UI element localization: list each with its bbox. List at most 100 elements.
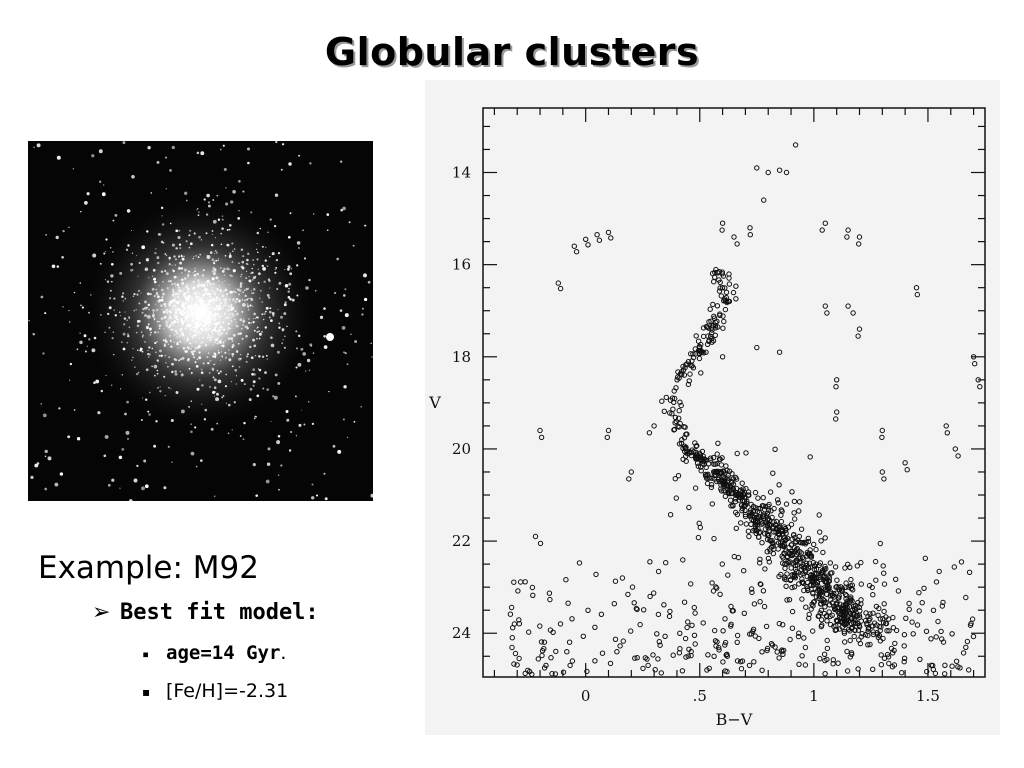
data-point	[701, 456, 707, 462]
data-point	[697, 524, 703, 531]
cluster-star	[229, 327, 231, 329]
data-point	[711, 535, 717, 542]
data-point	[883, 620, 889, 627]
field-star	[143, 459, 147, 463]
cluster-star	[268, 310, 272, 314]
cluster-star	[200, 285, 203, 288]
data-point	[563, 577, 569, 583]
data-point	[560, 669, 567, 675]
field-star	[281, 143, 285, 146]
data-point	[743, 495, 749, 501]
data-point	[607, 660, 614, 667]
cluster-star	[224, 298, 227, 301]
field-star	[212, 219, 217, 224]
cluster-star	[139, 348, 143, 352]
cluster-star	[253, 344, 257, 348]
data-point	[508, 604, 515, 611]
cluster-star	[176, 341, 179, 344]
data-point	[767, 537, 773, 543]
cluster-star	[175, 315, 179, 318]
cluster-star	[256, 326, 259, 329]
cluster-star	[165, 337, 167, 339]
cluster-star	[230, 320, 233, 322]
data-point	[730, 502, 736, 508]
y-tick-label: 18	[452, 348, 471, 366]
data-point	[719, 285, 726, 291]
field-star	[344, 288, 347, 291]
cluster-star	[81, 306, 84, 309]
data-point	[818, 607, 824, 613]
cluster-star	[189, 242, 193, 246]
data-point	[628, 628, 634, 634]
cluster-star	[121, 373, 124, 376]
data-point	[599, 650, 606, 656]
data-point	[783, 169, 790, 176]
cluster-star	[227, 337, 231, 341]
data-point	[970, 354, 977, 360]
data-point	[698, 464, 704, 470]
cluster-star	[242, 318, 245, 320]
data-point	[734, 511, 741, 518]
data-point	[969, 616, 976, 622]
field-star	[295, 435, 298, 437]
cluster-star	[248, 318, 250, 320]
cluster-star	[165, 319, 168, 322]
field-star	[264, 371, 267, 374]
data-point	[667, 608, 673, 615]
cluster-star	[194, 426, 197, 429]
cluster-star	[154, 251, 157, 255]
data-point	[541, 646, 547, 652]
field-star	[146, 314, 151, 319]
cluster-star	[192, 304, 195, 306]
data-point	[778, 571, 784, 578]
cluster-star	[216, 369, 219, 372]
cluster-star	[211, 269, 215, 273]
data-point	[844, 620, 850, 626]
data-point	[611, 601, 618, 607]
data-point	[628, 469, 635, 475]
cluster-star	[108, 306, 112, 310]
cluster-star	[246, 270, 248, 272]
data-point	[955, 453, 961, 459]
data-point	[620, 638, 627, 644]
data-point	[770, 524, 777, 530]
data-point	[715, 324, 721, 330]
cluster-star	[221, 215, 224, 217]
cluster-star	[215, 299, 218, 302]
cluster-star	[158, 298, 162, 302]
field-star	[196, 387, 200, 391]
data-point	[750, 507, 756, 514]
cluster-star	[216, 353, 218, 355]
data-point	[765, 169, 771, 176]
cluster-star	[230, 322, 232, 324]
data-point	[655, 611, 662, 618]
data-point	[719, 220, 726, 226]
cluster-star	[323, 307, 326, 310]
data-point	[847, 604, 853, 610]
cluster-star	[158, 324, 162, 328]
cluster-star	[131, 359, 133, 361]
cluster-star	[165, 272, 169, 276]
cluster-star	[202, 362, 205, 365]
data-point	[848, 576, 854, 583]
cluster-star	[180, 267, 184, 270]
data-point	[901, 643, 907, 649]
data-point	[509, 635, 516, 641]
field-star	[141, 245, 146, 250]
cluster-star	[107, 312, 110, 316]
cluster-star	[281, 328, 285, 332]
cluster-star	[202, 290, 204, 292]
cluster-star	[212, 336, 214, 338]
cluster-star	[193, 306, 195, 308]
data-point	[766, 559, 772, 565]
field-star	[324, 497, 328, 501]
data-point	[712, 269, 718, 276]
cluster-star	[256, 251, 259, 254]
data-point	[822, 657, 828, 664]
square-bullet-icon: ▪	[142, 684, 151, 699]
cluster-star	[244, 294, 247, 298]
cluster-star	[187, 287, 190, 290]
cluster-star	[184, 318, 188, 321]
cluster-star	[266, 388, 270, 391]
cluster-star	[253, 312, 256, 316]
